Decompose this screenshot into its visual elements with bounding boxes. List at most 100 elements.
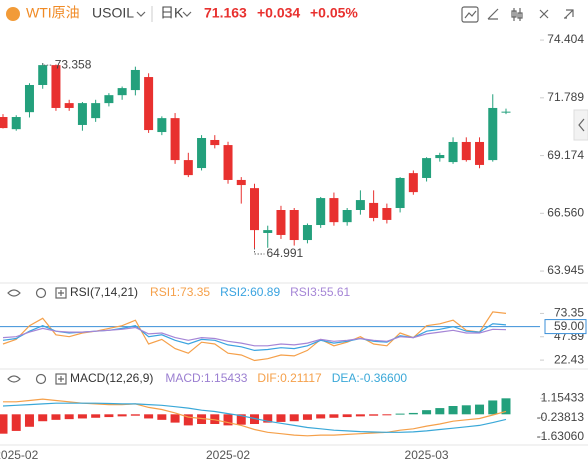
candle-body — [144, 77, 154, 131]
histogram-bar — [369, 414, 379, 416]
dropdown-icon[interactable] — [182, 11, 192, 17]
candle-body — [91, 103, 101, 119]
histogram-bar — [91, 414, 101, 418]
gear-icon[interactable] — [35, 373, 47, 385]
legend-entry: DIF:0.21117 — [257, 371, 322, 385]
dropdown-icon[interactable] — [136, 11, 146, 17]
tool-button[interactable] — [487, 8, 499, 20]
histogram-bar — [144, 414, 154, 419]
histogram-bar — [422, 410, 432, 415]
side-tab[interactable] — [573, 109, 588, 141]
indicator-line — [2, 402, 507, 433]
indicator-line — [2, 311, 507, 362]
y-tick-label: -1.63060 — [537, 429, 585, 443]
histogram-bar — [64, 414, 74, 420]
histogram-bar — [395, 413, 405, 415]
candle-body — [104, 95, 114, 104]
histogram-bar — [24, 414, 34, 427]
candle-body — [369, 202, 379, 218]
candle-body — [342, 210, 352, 223]
change-pct: +0.05% — [310, 5, 358, 21]
tool-button[interactable] — [511, 8, 523, 21]
tool-button[interactable] — [539, 9, 549, 19]
y-tick-label: -0.23813 — [537, 410, 585, 424]
macd-header-icons — [7, 373, 67, 385]
tool-button[interactable] — [461, 6, 479, 23]
candle-body — [302, 225, 312, 241]
histogram-bar — [382, 414, 392, 416]
histogram-bar — [250, 414, 259, 424]
histogram-bar — [197, 414, 207, 424]
candle-body — [130, 69, 140, 91]
candle-body — [223, 145, 233, 180]
candle-body — [0, 117, 8, 129]
indicator-line — [2, 326, 507, 347]
period[interactable]: 日K — [160, 5, 184, 21]
y-tick-label: 74.404 — [547, 32, 584, 46]
candle-body — [475, 141, 485, 165]
histogram-bar — [461, 405, 471, 415]
histogram-bar — [475, 404, 485, 415]
candle-body — [422, 158, 432, 178]
gear-icon[interactable] — [35, 287, 47, 299]
histogram-bar — [276, 414, 286, 422]
toolbar — [461, 6, 574, 23]
code[interactable]: USOIL — [92, 5, 134, 21]
histogram-bar — [170, 414, 180, 423]
rsi-header-icons — [7, 287, 67, 299]
eye-icon[interactable] — [7, 289, 21, 297]
header: WTI原油 USOIL 日K 71.163 +0.034 +0.05% — [6, 5, 574, 23]
candle-body — [276, 210, 286, 235]
y-tick-label: 63.945 — [547, 263, 584, 277]
add-icon — [58, 290, 64, 296]
eye-icon[interactable] — [7, 375, 21, 383]
annotation: 64.991 — [267, 246, 304, 260]
y-tick-label: 1.15433 — [541, 390, 585, 404]
symbol[interactable]: WTI原油 — [26, 5, 80, 21]
candle-body — [183, 160, 193, 176]
histogram-bar — [302, 414, 312, 420]
histogram-bar — [329, 414, 339, 418]
candle-body — [488, 107, 498, 161]
histogram-bar — [435, 408, 445, 415]
legend-entry: RSI3:55.61 — [290, 285, 350, 299]
symbol-icon — [6, 7, 20, 21]
legend-entry: RSI2:60.89 — [220, 285, 280, 299]
x-tick-label: 2025-02 — [0, 448, 39, 462]
histogram-bar — [157, 414, 167, 420]
price: 71.163 — [204, 5, 247, 21]
legend-entry: MACD:1.15433 — [165, 371, 247, 385]
candle-body — [461, 141, 471, 161]
tool-button[interactable] — [564, 9, 574, 19]
candle-body — [501, 111, 511, 113]
indicator-line — [2, 323, 507, 352]
histogram-bar — [130, 414, 140, 416]
add-icon[interactable] — [55, 373, 67, 385]
candle-body — [51, 65, 61, 108]
reference-label: 59.00 — [554, 319, 584, 333]
annotation: 73.358 — [55, 57, 92, 71]
candle-body — [316, 198, 326, 226]
y-tick-label: 69.174 — [547, 148, 584, 162]
candle-body — [395, 177, 405, 209]
candle-body — [197, 138, 207, 169]
candle-body — [210, 139, 220, 146]
candle-body — [11, 117, 21, 130]
y-tick-label: 22.43 — [554, 352, 584, 366]
panel-title: MACD(12,26,9) — [70, 371, 153, 385]
candle-body — [170, 118, 180, 161]
candle-body — [250, 188, 259, 231]
panel-title: RSI(7,14,21) — [70, 285, 138, 299]
histogram-bar — [223, 414, 233, 426]
histogram-bar — [263, 414, 273, 423]
reference-label-box — [544, 319, 587, 335]
candle-body — [77, 103, 87, 125]
candle-body — [236, 179, 246, 186]
histogram-bar — [11, 414, 21, 431]
legend-entry: DEA:-0.36600 — [332, 371, 408, 385]
histogram-bar — [488, 400, 498, 415]
candle-body — [64, 103, 74, 108]
candle-body — [289, 210, 299, 241]
add-icon[interactable] — [55, 287, 67, 299]
